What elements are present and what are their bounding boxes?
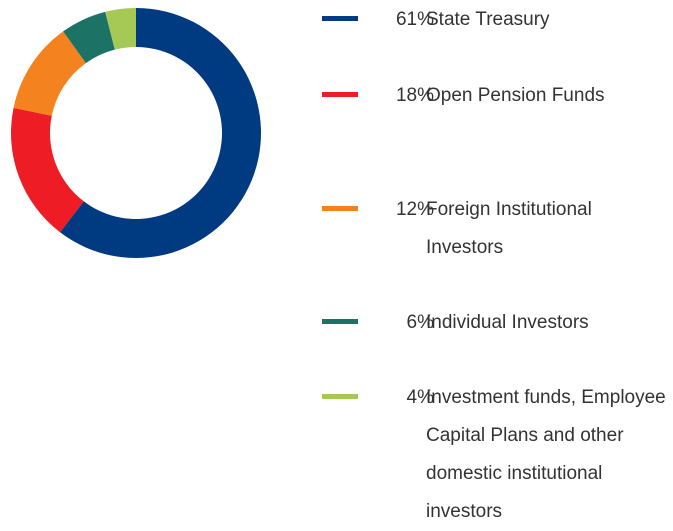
donut-chart	[10, 8, 261, 258]
legend-item: 6% Individual Investors	[322, 304, 673, 342]
legend-label: Individual Investors	[426, 312, 589, 333]
legend-label: Investment funds, Employee Capital Plans…	[426, 387, 666, 522]
donut-segment	[13, 31, 86, 116]
legend-label: Foreign Institutional Investors	[426, 199, 592, 258]
legend-label: Open Pension Funds	[426, 85, 605, 106]
legend-label: State Treasury	[426, 9, 550, 30]
donut-segment	[10, 107, 84, 233]
legend-value: 6%	[406, 312, 434, 333]
legend-value: 4%	[406, 387, 434, 408]
legend-value: 18%	[395, 85, 434, 106]
donut-segment	[60, 8, 261, 258]
legend-item: 4% Investment funds, Employee Capital Pla…	[322, 379, 673, 522]
legend-swatch	[322, 16, 358, 21]
donut-segment	[105, 8, 136, 50]
legend-item: 18% Open Pension Funds	[322, 77, 673, 115]
legend-swatch	[322, 92, 358, 97]
legend-value: 61%	[395, 9, 434, 30]
legend-item: 12% Foreign Institutional Investors	[322, 191, 673, 258]
legend-value: 12%	[395, 199, 434, 220]
donut-segment	[63, 11, 115, 64]
legend-swatch	[322, 319, 358, 324]
legend-item: 61% State Treasury	[322, 1, 673, 39]
legend-swatch	[322, 206, 358, 211]
legend-swatch	[322, 394, 358, 399]
